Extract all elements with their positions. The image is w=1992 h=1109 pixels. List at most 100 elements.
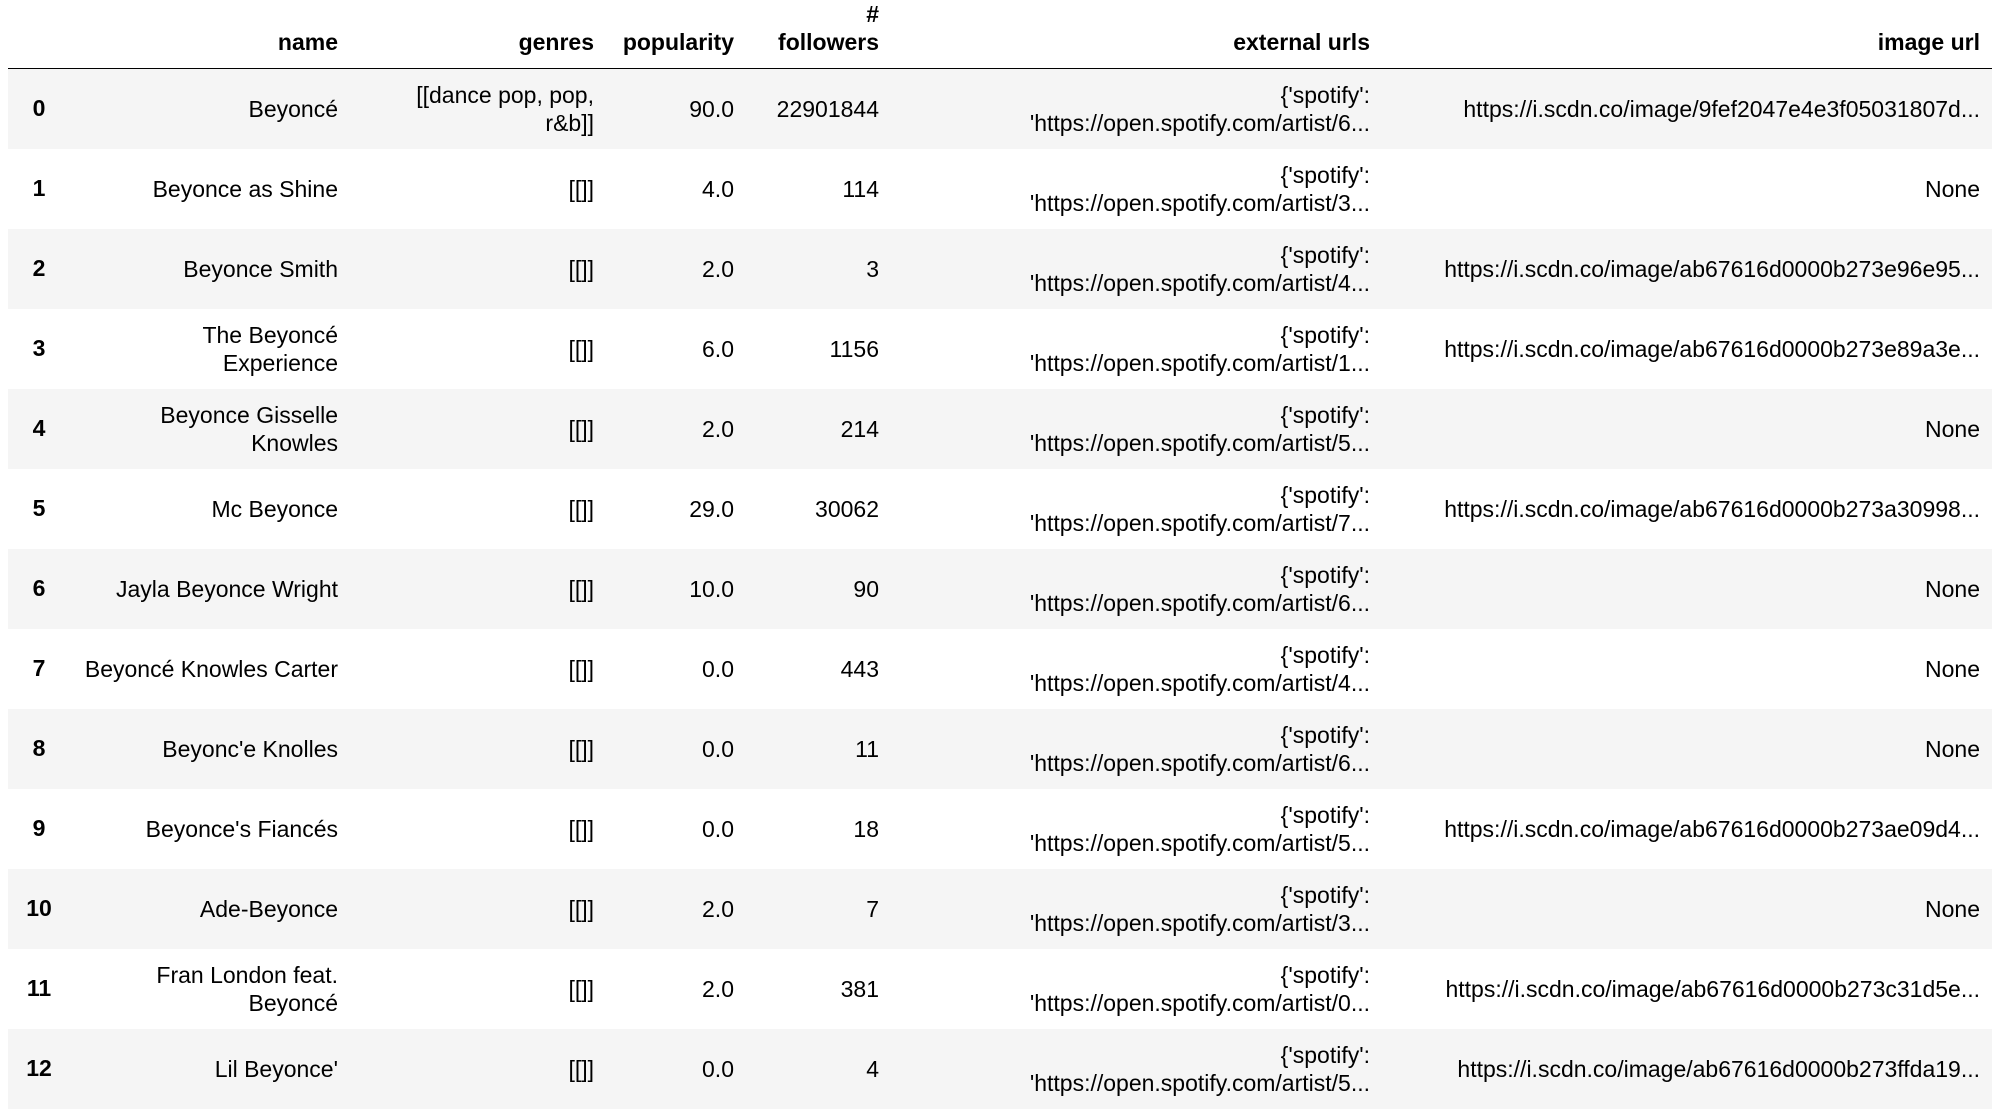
- table-row: 11 Fran London feat. Beyoncé [[]] 2.0 381 {'s…: [8, 948, 1992, 1029]
- external-url-line1: {'spotify':: [1280, 81, 1370, 108]
- cell-external-urls: {'spotify':'https://open.spotify.com/art…: [891, 149, 1382, 229]
- cell-name: Beyonce Smith: [183, 255, 338, 282]
- cell-popularity: 2.0: [702, 895, 734, 922]
- row-index: 0: [32, 95, 46, 122]
- row-index: 7: [32, 655, 46, 681]
- external-url-line2: 'https://open.spotify.com/artist/5...: [1029, 1069, 1370, 1096]
- dataframe-table: name genres popularity # followers exter…: [8, 0, 1992, 1109]
- external-url-line1: {'spotify':: [1280, 481, 1370, 508]
- table-row: 10 Ade-Beyonce [[]] 2.0 7 {'spotify':'https:/…: [8, 868, 1992, 949]
- cell-name: Beyonc'e Knolles: [162, 735, 338, 762]
- cell-genres: [[]]: [568, 175, 594, 202]
- external-url-line2: 'https://open.spotify.com/artist/5...: [1029, 429, 1370, 456]
- external-url-line2: 'https://open.spotify.com/artist/4...: [1029, 269, 1370, 296]
- cell-genres: [[]]: [568, 335, 594, 362]
- cell-external-urls: {'spotify':'https://open.spotify.com/art…: [891, 629, 1382, 709]
- cell-followers: 11: [855, 735, 879, 762]
- external-url-line1: {'spotify':: [1280, 721, 1370, 748]
- cell-genres: [[dance pop, pop, r&b]]: [416, 81, 594, 136]
- cell-image-url: None: [1925, 175, 1980, 202]
- cell-image-url: https://i.scdn.co/image/ab67616d0000b273…: [1444, 815, 1980, 842]
- cell-popularity: 2.0: [702, 255, 734, 282]
- cell-external-urls: {'spotify':'https://open.spotify.com/art…: [891, 469, 1382, 549]
- cell-popularity: 0.0: [702, 1055, 734, 1082]
- external-url-line2: 'https://open.spotify.com/artist/6...: [1029, 109, 1370, 136]
- table-row: 7 Beyoncé Knowles Carter [[]] 0.0 443 {'spoti…: [8, 628, 1992, 709]
- cell-followers: 214: [840, 415, 879, 442]
- table-body: 0 Beyoncé [[dance pop, pop, r&b]] 90.0 22901…: [8, 68, 1992, 1109]
- cell-followers: 3: [866, 255, 879, 282]
- cell-image-url: https://i.scdn.co/image/ab67616d0000b273…: [1457, 1055, 1980, 1082]
- external-url-line1: {'spotify':: [1280, 961, 1370, 988]
- cell-external-urls: {'spotify':'https://open.spotify.com/art…: [891, 229, 1382, 309]
- cell-name: Fran London feat. Beyoncé: [156, 961, 338, 1016]
- cell-name: Beyoncé Knowles Carter: [84, 655, 338, 682]
- dataframe-output: name genres popularity # followers exter…: [8, 0, 1992, 1109]
- row-index: 11: [26, 975, 52, 1001]
- cell-external-urls: {'spotify':'https://open.spotify.com/art…: [891, 709, 1382, 789]
- row-index: 9: [32, 815, 46, 841]
- external-url-line2: 'https://open.spotify.com/artist/1...: [1029, 349, 1370, 376]
- cell-followers: 7: [866, 895, 879, 922]
- cell-name: Beyoncé: [248, 95, 338, 122]
- cell-image-url: None: [1925, 655, 1980, 682]
- table-row: 0 Beyoncé [[dance pop, pop, r&b]] 90.0 22901…: [8, 68, 1992, 149]
- external-url-line1: {'spotify':: [1280, 1041, 1370, 1068]
- table-row: 3 The Beyoncé Experience [[]] 6.0 1156 {'spot…: [8, 308, 1992, 389]
- cell-image-url: https://i.scdn.co/image/ab67616d0000b273…: [1445, 975, 1980, 1002]
- cell-genres: [[]]: [568, 895, 594, 922]
- cell-name: Beyonce's Fiancés: [145, 815, 338, 842]
- row-index: 3: [32, 335, 46, 361]
- cell-popularity: 0.0: [702, 735, 734, 762]
- cell-followers: 22901844: [776, 95, 879, 122]
- cell-followers: 114: [842, 175, 879, 202]
- row-index: 2: [32, 255, 46, 281]
- table-row: 1 Beyonce as Shine [[]] 4.0 114 {'spotify':'h…: [8, 148, 1992, 229]
- header-popularity: popularity: [606, 0, 746, 69]
- cell-name: Lil Beyonce': [214, 1055, 338, 1082]
- table-row: 2 Beyonce Smith [[]] 2.0 3 {'spotify':'https:…: [8, 228, 1992, 309]
- external-url-line1: {'spotify':: [1280, 641, 1370, 668]
- cell-followers: 4: [866, 1055, 879, 1082]
- cell-genres: [[]]: [568, 255, 594, 282]
- external-url-line1: {'spotify':: [1280, 561, 1370, 588]
- cell-genres: [[]]: [568, 735, 594, 762]
- cell-image-url: https://i.scdn.co/image/9fef2047e4e3f050…: [1463, 95, 1980, 122]
- table-row: 12 Lil Beyonce' [[]] 0.0 4 {'spotify':'https:…: [8, 1028, 1992, 1109]
- header-image-url: image url: [1382, 0, 1992, 69]
- cell-followers: 1156: [829, 335, 879, 362]
- row-index: 12: [26, 1055, 52, 1081]
- cell-followers: 90: [853, 575, 879, 602]
- header-followers-line2: followers: [778, 29, 879, 55]
- cell-followers: 443: [840, 655, 879, 682]
- cell-external-urls: {'spotify':'https://open.spotify.com/art…: [891, 789, 1382, 869]
- cell-genres: [[]]: [568, 815, 594, 842]
- cell-followers: 381: [840, 975, 879, 1002]
- header-name: name: [70, 0, 350, 69]
- cell-popularity: 90.0: [689, 95, 734, 122]
- cell-external-urls: {'spotify':'https://open.spotify.com/art…: [891, 1029, 1382, 1109]
- row-index: 1: [32, 175, 46, 201]
- table-row: 6 Jayla Beyonce Wright [[]] 10.0 90 {'spotify…: [8, 548, 1992, 629]
- external-url-line2: 'https://open.spotify.com/artist/5...: [1029, 829, 1370, 856]
- cell-external-urls: {'spotify':'https://open.spotify.com/art…: [891, 389, 1382, 469]
- external-url-line1: {'spotify':: [1280, 801, 1370, 828]
- cell-name: Jayla Beyonce Wright: [115, 575, 338, 602]
- external-url-line1: {'spotify':: [1280, 161, 1370, 188]
- cell-followers: 30062: [815, 495, 879, 522]
- cell-external-urls: {'spotify':'https://open.spotify.com/art…: [891, 309, 1382, 389]
- cell-external-urls: {'spotify':'https://open.spotify.com/art…: [891, 869, 1382, 949]
- cell-external-urls: {'spotify':'https://open.spotify.com/art…: [891, 949, 1382, 1029]
- external-url-line2: 'https://open.spotify.com/artist/6...: [1029, 589, 1370, 616]
- table-row: 8 Beyonc'e Knolles [[]] 0.0 11 {'spotify':'ht…: [8, 708, 1992, 789]
- table-row: 4 Beyonce Gisselle Knowles [[]] 2.0 214 {'spo…: [8, 388, 1992, 469]
- cell-name: Mc Beyonce: [211, 495, 338, 522]
- cell-external-urls: {'spotify':'https://open.spotify.com/art…: [891, 69, 1382, 149]
- external-url-line2: 'https://open.spotify.com/artist/3...: [1029, 189, 1370, 216]
- external-url-line2: 'https://open.spotify.com/artist/7...: [1029, 509, 1370, 536]
- header-followers: # followers: [746, 0, 891, 69]
- cell-name: Ade-Beyonce: [199, 895, 338, 922]
- header-index: [8, 0, 70, 69]
- external-url-line1: {'spotify':: [1280, 401, 1370, 428]
- cell-genres: [[]]: [568, 655, 594, 682]
